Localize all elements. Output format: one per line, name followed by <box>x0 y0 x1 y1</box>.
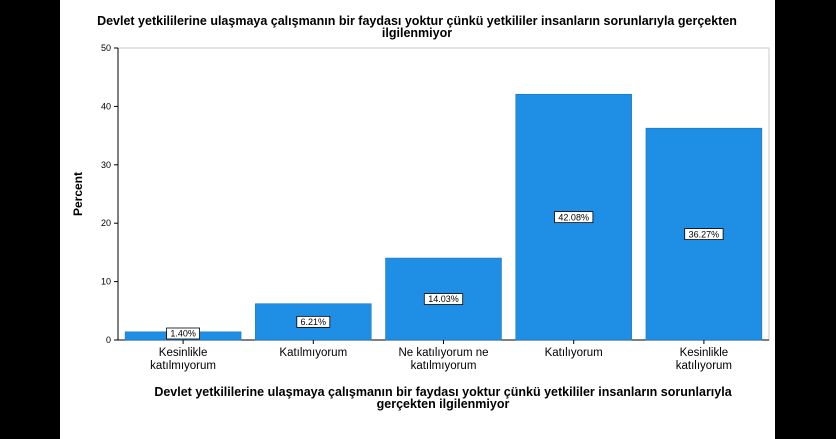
x-tick-label: Kesinlikle <box>159 347 208 359</box>
y-tick-label: 40 <box>101 101 111 111</box>
x-tick-label: katılmıyorum <box>150 360 216 372</box>
data-labels: 1.40% 6.21% 14.03% 42.08% 36.27% <box>166 211 724 340</box>
data-label: 14.03% <box>423 293 464 305</box>
x-tick-label: katılıyorum <box>676 360 732 372</box>
bar-chart: Devlet yetkililerine ulaşmaya çalışmanın… <box>71 14 770 411</box>
y-axis-ticks: 0 10 20 30 40 50 <box>101 43 118 345</box>
x-tick-label: katılmıyorum <box>411 360 477 372</box>
y-axis-label: Percent <box>71 172 85 216</box>
y-tick-label: 10 <box>101 277 111 287</box>
x-axis-label-line: gerçekten ilgilenmiyor <box>377 397 510 411</box>
data-label: 42.08% <box>554 211 594 224</box>
y-axis-label-text: Percent <box>71 172 85 216</box>
data-label-box <box>296 315 331 328</box>
chart-title-line: ilgilenmiyor <box>382 26 452 40</box>
x-tick-label: Kesinlikle <box>680 347 729 359</box>
y-tick-label: 50 <box>101 43 111 53</box>
data-label-text: 6.21% <box>301 317 327 327</box>
data-label: 6.21% <box>296 315 331 328</box>
y-tick-label: 0 <box>106 335 111 345</box>
x-axis-label-line: Devlet yetkililerine ulaşmaya çalışmanın… <box>154 385 732 399</box>
data-label-text: 14.03% <box>428 294 459 304</box>
data-label-box <box>684 228 724 240</box>
data-label: 1.40% <box>166 327 200 340</box>
data-label-box <box>423 293 464 305</box>
data-label-text: 1.40% <box>170 329 196 339</box>
data-label: 36.27% <box>684 228 724 240</box>
data-label-box <box>166 327 200 340</box>
chart-title: Devlet yetkililerine ulaşmaya çalışmanın… <box>97 14 737 40</box>
x-tick-label: Katılmıyorum <box>279 347 347 359</box>
x-tick-label: Ne katılıyorum ne <box>398 347 488 359</box>
x-axis-label: Devlet yetkililerine ulaşmaya çalışmanın… <box>154 385 732 411</box>
data-label-text: 42.08% <box>558 212 589 222</box>
y-tick-label: 20 <box>101 218 111 228</box>
x-tick-label: Katılıyorum <box>545 347 603 359</box>
data-label-box <box>554 211 594 224</box>
data-label-text: 36.27% <box>689 229 720 239</box>
chart-panel: Devlet yetkililerine ulaşmaya çalışmanın… <box>60 0 775 439</box>
y-tick-label: 30 <box>101 160 111 170</box>
chart-title-line: Devlet yetkililerine ulaşmaya çalışmanın… <box>97 14 737 28</box>
